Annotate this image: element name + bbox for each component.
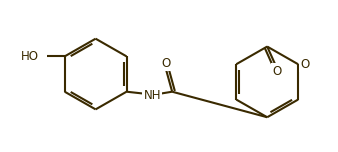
Text: NH: NH bbox=[144, 89, 161, 102]
Text: O: O bbox=[272, 65, 282, 78]
Text: HO: HO bbox=[21, 50, 39, 63]
Text: O: O bbox=[162, 57, 171, 70]
Text: O: O bbox=[300, 58, 310, 71]
